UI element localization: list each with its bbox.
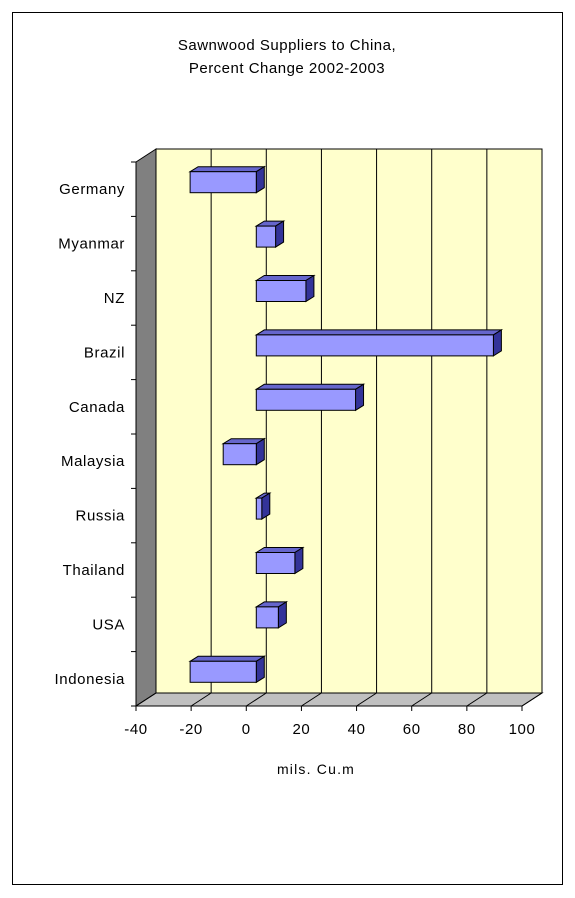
bar (255, 606, 279, 629)
x-tick-label: 0 (242, 721, 251, 738)
floor-gridline (135, 692, 157, 707)
category-label: USA (92, 616, 125, 633)
category-label: Brazil (84, 344, 125, 361)
plot-side-wall (135, 148, 157, 707)
floor-gridline (246, 692, 267, 707)
category-label: Thailand (63, 562, 125, 579)
bar (255, 225, 277, 248)
floor-gridline (521, 692, 543, 707)
x-tick-label: 100 (509, 721, 536, 738)
bar-side (294, 546, 304, 575)
bar-side (255, 655, 265, 684)
x-tick-label: -20 (179, 721, 202, 738)
plot-back-wall (155, 148, 543, 694)
x-tick-label: 40 (348, 721, 366, 738)
bar (189, 660, 257, 683)
bar-side (255, 165, 265, 194)
bar (255, 552, 296, 574)
bar-side (492, 328, 502, 357)
category-label: Indonesia (55, 671, 126, 688)
bar (189, 171, 257, 194)
category-label: Germany (59, 181, 125, 198)
bar-side (255, 437, 265, 466)
bar (255, 388, 357, 411)
plot-floor (134, 692, 544, 707)
category-label: Russia (76, 508, 126, 525)
plot-area: -40 -20 0 20 40 60 80 100 Germany Myanmar NZ Brazil… (55, 148, 544, 738)
chart-title-line-2: Percent Change 2002-2003 (189, 60, 385, 77)
category-label: Myanmar (58, 236, 125, 253)
floor-gridline (190, 692, 212, 707)
bar-top (188, 166, 267, 173)
floor-gridline (301, 692, 322, 707)
bar (255, 334, 494, 357)
bar-top (254, 275, 316, 281)
chart-title-line-1: Sawnwood Suppliers to China, (178, 37, 396, 54)
bar-top (254, 329, 504, 336)
bar-top (188, 655, 267, 662)
bar-side (305, 274, 315, 303)
bar-top (254, 383, 366, 390)
floor-gridline (411, 692, 432, 707)
bar-side (275, 220, 285, 249)
category-label: NZ (104, 290, 125, 307)
bar-side (261, 492, 271, 521)
category-label: Malaysia (61, 453, 125, 470)
floor-gridline (466, 692, 488, 707)
bar (255, 280, 307, 302)
bar-side (355, 383, 365, 412)
category-label: Canada (69, 399, 125, 416)
x-tick-label: 80 (458, 721, 476, 738)
bar-side (277, 600, 287, 629)
x-tick-label: 20 (292, 721, 310, 738)
bar (222, 443, 257, 466)
x-tick-label: -40 (124, 721, 147, 738)
floor-gridline (356, 692, 377, 707)
x-tick-label: 60 (403, 721, 421, 738)
bar (255, 497, 263, 520)
x-axis-title: mils. Cu.m (277, 761, 355, 777)
